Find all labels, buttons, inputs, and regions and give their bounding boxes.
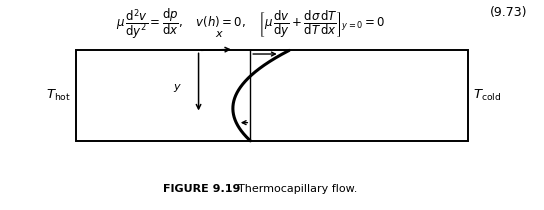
Text: $\mu\,\dfrac{\mathrm{d}^{2}v}{\mathrm{d}y^{2}} = \dfrac{\mathrm{d}p}{\mathrm{d}x: $\mu\,\dfrac{\mathrm{d}^{2}v}{\mathrm{d}… <box>115 6 385 41</box>
Text: FIGURE 9.19: FIGURE 9.19 <box>163 184 240 194</box>
Text: $T_{\mathrm{hot}}$: $T_{\mathrm{hot}}$ <box>46 88 71 103</box>
Text: (9.73): (9.73) <box>490 6 528 19</box>
Text: $y$: $y$ <box>173 82 182 94</box>
Text: Thermocapillary flow.: Thermocapillary flow. <box>231 184 357 194</box>
Text: $T_{\mathrm{cold}}$: $T_{\mathrm{cold}}$ <box>473 88 502 103</box>
Text: $x$: $x$ <box>215 29 224 39</box>
Bar <box>76 50 468 141</box>
